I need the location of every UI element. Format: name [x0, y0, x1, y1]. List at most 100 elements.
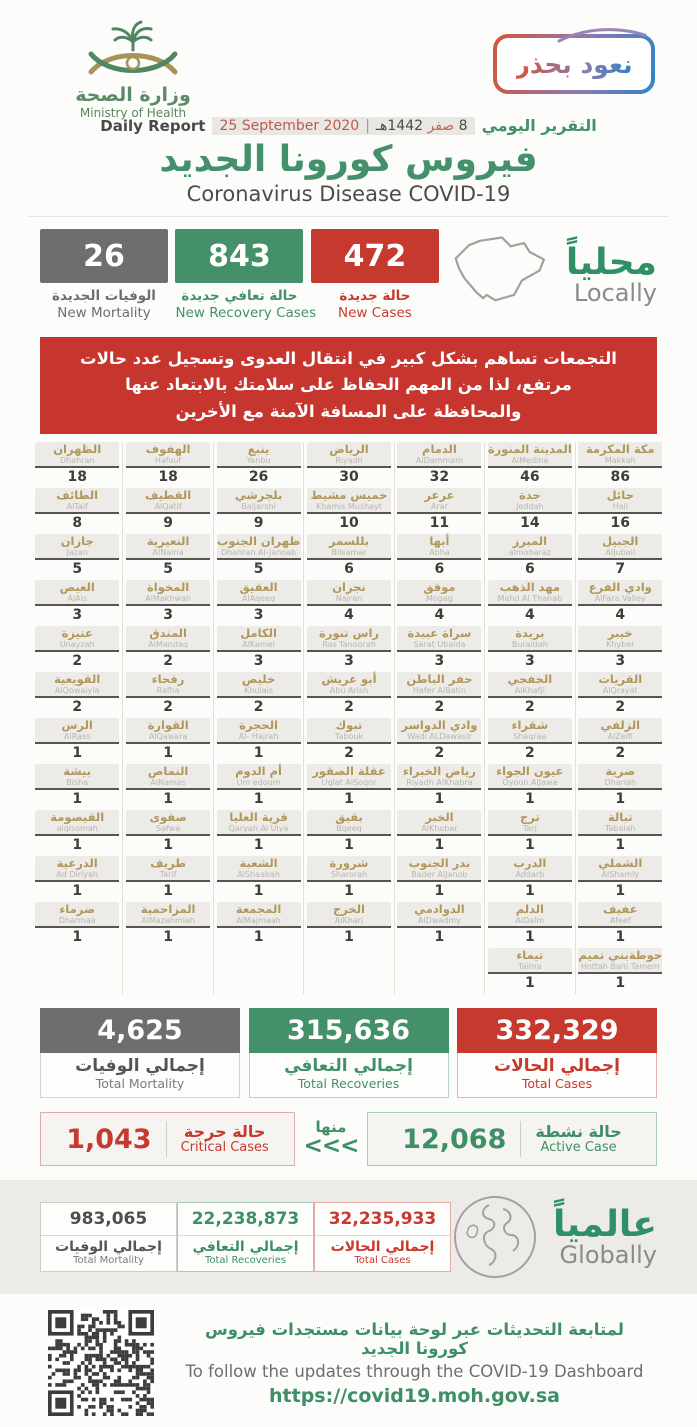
city-cell: القطيف AlQatif 9	[123, 488, 212, 534]
city-name-ar: أم الدوم	[235, 764, 282, 779]
city-cell: طريف Tarif 1	[123, 856, 212, 902]
city-name-ar: النعيرية	[146, 534, 190, 549]
city-name-en: AlMandaq	[148, 640, 188, 650]
city-cell: القويعية AlQowaiyia 2	[32, 672, 122, 718]
city-name-en: AlQowaiyia	[54, 686, 100, 696]
city-name-ar: الهفوف	[145, 442, 191, 457]
advisory-line: والمحافظة على المسافة الآمنة مع الأخرين	[175, 401, 522, 421]
city-case-count: 8	[72, 515, 83, 532]
city-cell: العيص AlAis 3	[32, 580, 122, 626]
dashboard-link[interactable]: https://covid19.moh.gov.sa	[269, 1384, 560, 1407]
city-case-count: 2	[434, 699, 445, 716]
city-case-count: 11	[429, 515, 450, 532]
city-case-count: 6	[524, 561, 535, 578]
moh-logo: وزارة الصحة Ministry of Health	[48, 20, 218, 120]
city-name-ar: ضرية	[605, 764, 636, 779]
city-case-count: 1	[434, 929, 445, 946]
city-cell: الخفجي AlKhafji 2	[485, 672, 574, 718]
city-name-ar: الشملي	[598, 856, 643, 871]
city-cell: المبرز almobaraz 6	[485, 534, 574, 580]
city-cell: المزاحمية AlMazahmiah 1	[123, 902, 212, 948]
city-name-en: Addarb	[515, 870, 545, 880]
new-mortality-value: 26	[40, 229, 168, 283]
city-cell: سراة عبيدة Sarat Ubaida 3	[395, 626, 484, 672]
city-cell: بريدة Buraidah 3	[485, 626, 574, 672]
city-cell: ترج Tarj 1	[485, 810, 574, 856]
city-column: الهفوف Hafouf 18 القطيف AlQatif 9 النعيرية AlNa…	[122, 442, 212, 995]
city-name-ar: المخواة	[147, 580, 190, 595]
active-cases-label-en: Active Case	[540, 1139, 617, 1155]
city-cell: بدر الجنوب Bader AlJanob 1	[395, 856, 484, 902]
city-name-en: AlFara Valley	[594, 594, 646, 604]
campaign-badge: نعود بحذر	[493, 28, 655, 94]
city-name-ar: سراة عبيدة	[407, 626, 472, 641]
city-cell: صفوى Safwa 1	[123, 810, 212, 856]
moh-palm-swords-icon	[88, 20, 178, 75]
city-cell: ضرية Dhariah 1	[576, 764, 665, 810]
city-case-count: 1	[253, 929, 264, 946]
globally-heading: عالمياً Globally	[553, 1203, 657, 1269]
city-cell: المجمعة AlMajmaah 1	[214, 902, 303, 948]
city-cell: المخواة AlMakhwah 3	[123, 580, 212, 626]
city-name-ar: ترج	[519, 810, 540, 825]
city-name-ar: تيماء	[516, 948, 544, 963]
city-name-en: Tarj	[522, 824, 537, 834]
city-name-en: Jazan	[66, 548, 88, 558]
city-cell: أبو عريش Abu Arish 2	[304, 672, 393, 718]
city-name-en: Bisha	[66, 778, 89, 788]
city-name-ar: قرية العليا	[229, 810, 288, 825]
city-cell: خيبر Khyber 3	[576, 626, 665, 672]
locally-section: 26 الوفيات الجديدة New Mortality 843 حال…	[0, 217, 697, 327]
city-name-en: Hafouf	[154, 456, 182, 466]
city-name-ar: خميس مشيط	[310, 488, 388, 503]
city-cell: بلجرشي Baljarshi 9	[214, 488, 303, 534]
global-cases-label-en: Total Cases	[354, 1255, 411, 1267]
global-cases-card: 32,235,933 إجمالي الحالات Total Cases	[314, 1202, 451, 1273]
city-name-en: AlRass	[64, 732, 91, 742]
city-name-en: Afeef	[609, 916, 631, 926]
globally-heading-ar: عالمياً	[553, 1203, 657, 1245]
city-cell: شرورة Sharorah 1	[304, 856, 393, 902]
city-cell: تبالة Tabalah 1	[576, 810, 665, 856]
city-name-en: AlQatif	[154, 502, 182, 512]
city-name-ar: بلجرشي	[234, 488, 283, 503]
city-name-ar: الرياض	[329, 442, 369, 457]
locally-heading-ar: محلياً	[565, 241, 657, 283]
new-mortality-stat: 26 الوفيات الجديدة New Mortality	[40, 229, 168, 321]
city-name-ar: القوارة	[147, 718, 189, 733]
active-cases-card: 12,068 حالة نشطة Active Case	[366, 1112, 657, 1167]
date-gregorian: 25 September 2020	[219, 117, 360, 134]
city-name-en: AlMazahmiah	[141, 916, 195, 926]
city-name-en: Bllsamar	[331, 548, 367, 558]
city-name-ar: بدر الجنوب	[408, 856, 471, 871]
city-name-ar: الدوادمي	[414, 902, 465, 917]
city-name-en: AlAqeeq	[242, 594, 276, 604]
city-name-en: AlShaabah	[237, 870, 280, 880]
city-cell: عرعر Arar 11	[395, 488, 484, 534]
city-name-en: Qaryah Al Ulya	[228, 824, 289, 834]
city-case-count: 1	[163, 745, 173, 762]
city-case-count: 10	[339, 515, 359, 532]
city-cell: عنيزة Unayzah 2	[32, 626, 122, 672]
city-name-ar: شرورة	[329, 856, 369, 871]
city-name-en: AlQrayat	[602, 686, 638, 696]
city-case-count: 30	[339, 469, 359, 486]
city-cell: عيون الجواء Oyoun AlJawa 1	[485, 764, 574, 810]
city-name-ar: بيشة	[63, 764, 92, 779]
city-cell: المندق AlMandaq 2	[123, 626, 212, 672]
city-cell: الدوادمي AlDwadmy 1	[395, 902, 484, 948]
city-case-count: 1	[344, 883, 354, 900]
city-case-count: 2	[163, 699, 173, 716]
city-name-ar: الحجرة	[239, 718, 278, 733]
city-name-en: Safwa	[156, 824, 181, 834]
city-cell: عقلة الصقور Uqlat AlSoqor 1	[304, 764, 393, 810]
chevrons-left-icon: <<<	[303, 1133, 360, 1160]
city-case-count: 1	[344, 837, 354, 854]
city-case-count: 1	[615, 791, 626, 808]
city-cell: الرس AlRass 1	[32, 718, 122, 764]
city-case-count: 1	[524, 883, 535, 900]
city-name-en: Baljarshi	[241, 502, 276, 512]
city-case-count: 3	[344, 653, 354, 670]
city-name-en: Riyadh	[335, 456, 363, 466]
city-cell: أم الدوم Um edoum 1	[214, 764, 303, 810]
